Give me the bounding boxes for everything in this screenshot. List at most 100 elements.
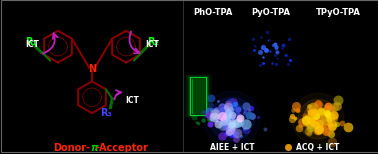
- Point: [311, 117, 317, 120]
- Polygon shape: [210, 97, 254, 141]
- Point: [225, 132, 231, 134]
- Text: R₂: R₂: [147, 36, 159, 47]
- Point: [302, 115, 308, 118]
- Point: [314, 103, 321, 105]
- Point: [285, 146, 291, 148]
- Point: [273, 49, 279, 51]
- Point: [318, 125, 324, 128]
- Point: [229, 120, 235, 122]
- Point: [310, 122, 316, 125]
- Point: [234, 132, 240, 134]
- Point: [230, 123, 236, 125]
- Point: [228, 131, 234, 133]
- Point: [230, 101, 236, 104]
- Point: [335, 98, 341, 101]
- Point: [215, 100, 221, 102]
- Text: PyO-TPA: PyO-TPA: [251, 8, 291, 17]
- Point: [273, 53, 279, 56]
- Point: [219, 115, 225, 117]
- Point: [310, 121, 316, 123]
- Point: [229, 132, 235, 135]
- Point: [209, 109, 215, 111]
- Point: [313, 123, 319, 126]
- Point: [204, 114, 211, 116]
- Point: [311, 112, 317, 115]
- Point: [282, 54, 288, 57]
- Point: [327, 122, 333, 124]
- Point: [232, 102, 238, 105]
- Point: [316, 118, 322, 121]
- Point: [316, 128, 322, 130]
- Point: [227, 129, 233, 131]
- Point: [219, 117, 225, 120]
- Point: [235, 108, 241, 111]
- Point: [230, 105, 236, 107]
- Point: [235, 113, 242, 116]
- Point: [232, 111, 238, 113]
- Point: [241, 128, 247, 130]
- FancyArrowPatch shape: [43, 33, 57, 54]
- Point: [234, 121, 240, 124]
- Point: [226, 112, 232, 114]
- Point: [241, 112, 247, 114]
- Point: [226, 131, 232, 133]
- Point: [243, 128, 249, 131]
- Point: [323, 119, 329, 122]
- Point: [238, 135, 244, 137]
- Point: [251, 49, 257, 51]
- Polygon shape: [222, 109, 242, 129]
- Point: [307, 124, 313, 127]
- Point: [308, 124, 314, 127]
- Point: [215, 123, 221, 126]
- Point: [307, 127, 313, 129]
- Point: [243, 105, 249, 108]
- Polygon shape: [308, 109, 328, 129]
- Point: [324, 121, 330, 124]
- Bar: [190, 77, 206, 115]
- Point: [304, 120, 310, 122]
- Point: [248, 107, 254, 109]
- Point: [295, 109, 301, 111]
- Point: [327, 130, 333, 133]
- Point: [210, 116, 216, 118]
- Point: [324, 112, 330, 114]
- Point: [316, 120, 322, 122]
- Point: [318, 120, 324, 123]
- Point: [329, 107, 335, 109]
- Point: [220, 120, 226, 122]
- Point: [317, 111, 323, 113]
- Point: [339, 122, 345, 124]
- Point: [242, 110, 248, 113]
- Point: [280, 44, 286, 47]
- Point: [332, 114, 338, 116]
- Point: [223, 106, 229, 108]
- Point: [225, 116, 231, 118]
- Point: [228, 108, 234, 111]
- Point: [315, 128, 321, 131]
- Point: [222, 121, 228, 123]
- Point: [308, 107, 314, 110]
- Point: [293, 105, 299, 107]
- Point: [310, 108, 316, 111]
- Point: [324, 112, 330, 115]
- Polygon shape: [303, 104, 333, 134]
- Point: [322, 128, 328, 131]
- Point: [225, 108, 231, 110]
- Point: [233, 138, 239, 140]
- Point: [208, 104, 214, 106]
- Point: [252, 44, 258, 47]
- Point: [309, 127, 315, 130]
- Point: [321, 112, 327, 114]
- Point: [328, 133, 334, 135]
- Point: [237, 116, 243, 119]
- Point: [310, 106, 316, 108]
- Point: [267, 50, 273, 53]
- Point: [294, 109, 300, 111]
- Text: ICT: ICT: [145, 40, 159, 49]
- Point: [308, 112, 314, 114]
- Point: [318, 109, 324, 112]
- Point: [229, 123, 235, 125]
- Point: [270, 44, 276, 47]
- Bar: [189, 77, 208, 116]
- Point: [316, 118, 322, 121]
